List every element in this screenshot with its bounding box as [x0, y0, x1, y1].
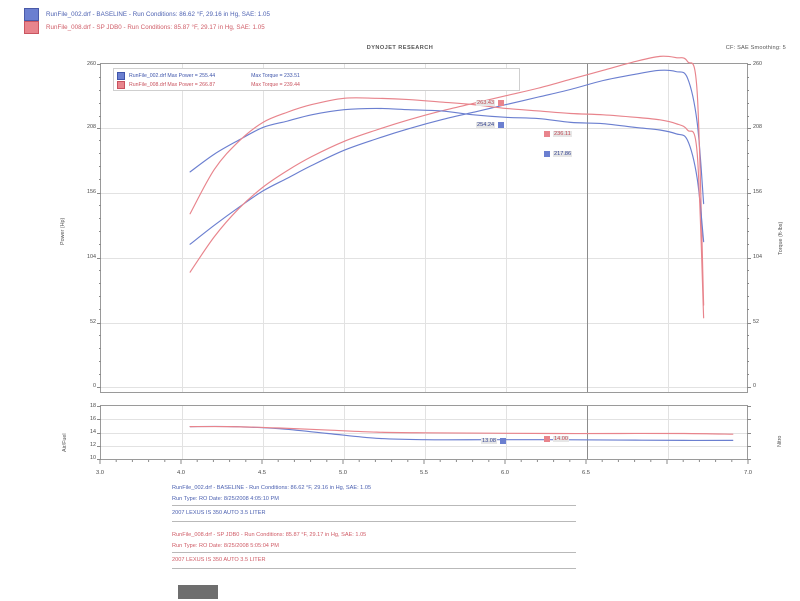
callout-afr-blue: 13.08: [481, 438, 509, 444]
x-tick-label-0: 3.0: [95, 470, 105, 476]
callout-power-red: 263.43: [476, 100, 507, 106]
top-legend-text-1: RunFile_002.drf - BASELINE - Run Conditi…: [46, 11, 271, 18]
callout-afr-red: 14.00: [541, 436, 569, 442]
legend-max-torque-2: Max Torque = 239.44: [251, 81, 300, 88]
top-legend-text-2: RunFile_008.drf - SP JDB0 - Run Conditio…: [46, 24, 265, 31]
plot-legend-row-2: RunFile_008.drf Max Power = 266.87 Max T…: [117, 80, 300, 89]
run1-description-line1: RunFile_002.drf - BASELINE - Run Conditi…: [172, 485, 372, 491]
top-legend-row-2: RunFile_008.drf - SP JDB0 - Run Conditio…: [24, 21, 265, 34]
y-tick-label-right-1: 208: [753, 124, 762, 130]
run1-description-line2: Run Type: RO Date: 8/25/2008 4:05:10 PM: [172, 495, 279, 502]
footer-block: [178, 585, 218, 599]
y-axis-title-right: Torque (ft-lbs): [778, 221, 784, 255]
air-fuel-plot-area: 13.08 14.00: [97, 405, 751, 460]
cursor-line[interactable]: [587, 64, 588, 392]
y-tick-label-right-0: 260: [753, 60, 762, 67]
legend-blue-icon: [117, 71, 125, 80]
red-swatch-icon: [24, 21, 39, 34]
y-tick-label-1: 208: [87, 124, 96, 130]
air-fuel-curves: [189, 425, 734, 441]
run2-description-line2: Run Type: RO Date: 8/25/2008 5:05:04 PM: [172, 542, 279, 549]
footer-bar: [0, 583, 800, 601]
y-tick-label-right-4: 52: [753, 318, 759, 325]
x-tick-label-1: 4.0: [176, 470, 186, 476]
y-axis-title-right-bottom: Nitro: [777, 435, 783, 447]
y-tick-label-0: 260: [87, 60, 96, 67]
legend-run-2: RunFile_008.drf: [129, 81, 166, 88]
x-tick-label-6: 6.5: [581, 470, 591, 476]
main-plot-area: RunFile_002.drf Max Power = 255.44 Max T…: [97, 55, 751, 393]
top-legend-strip: RunFile_002.drf - BASELINE - Run Conditi…: [0, 0, 800, 36]
y-tick-label-right-5: 0: [753, 383, 756, 389]
blue-swatch-icon: [24, 8, 39, 21]
legend-max-torque-1: Max Torque = 233.51: [251, 72, 300, 79]
y-tick-label-5: 0: [93, 383, 96, 389]
y-tick-label-3: 104: [87, 254, 96, 260]
x-tick-label-5: 6.0: [500, 470, 510, 476]
x-tick-label-7: 7.0: [743, 470, 753, 476]
y-tick-label-4: 52: [90, 318, 96, 325]
correction-factor-label: CF: SAE Smoothing: 5: [725, 45, 786, 51]
y-tick-label-2: 156: [87, 189, 96, 195]
legend-max-power-1: Max Power = 255.44: [167, 72, 216, 79]
y-axis-title-left: Power (Hp): [60, 217, 66, 245]
legend-run-1: RunFile_002.drf: [129, 72, 166, 79]
y-tick-label-right-3: 104: [753, 254, 762, 260]
x-tick-label-2: 4.5: [257, 470, 267, 476]
x-tick-label-4: 5.5: [419, 470, 429, 476]
cursor-line-afr[interactable]: [587, 406, 588, 459]
legend-max-power-2: Max Power = 266.87: [167, 81, 216, 88]
x-axis-ticks: [99, 460, 749, 464]
top-legend-row-1: RunFile_002.drf - BASELINE - Run Conditi…: [24, 8, 270, 21]
plot-legend-row-1: RunFile_002.drf Max Power = 255.44 Max T…: [117, 71, 300, 80]
dyno-curves: [189, 55, 705, 319]
y-tick-label-right-2: 156: [753, 189, 762, 195]
y2-tick-label-1: 16: [90, 415, 96, 422]
callout-torque-red: 236.11: [541, 131, 572, 137]
callout-power-blue: 254.24: [476, 122, 507, 128]
y2-tick-label-2: 14: [90, 428, 96, 435]
chart-title: DYNOJET RESEARCH: [366, 45, 434, 51]
y2-tick-label-0: 18: [90, 402, 96, 409]
legend-red-icon: [117, 80, 125, 89]
run2-description-line3: 2007 LEXUS IS 350 AUTO 3.5 LITER: [172, 557, 266, 563]
plot-legend-box: RunFile_002.drf Max Power = 255.44 Max T…: [113, 68, 520, 91]
y2-tick-label-3: 12: [90, 442, 96, 448]
callout-torque-blue: 217.86: [541, 151, 573, 157]
run1-description-line3: 2007 LEXUS IS 350 AUTO 3.5 LITER: [172, 510, 266, 516]
x-tick-label-3: 5.0: [338, 470, 348, 476]
y2-tick-label-4: 10: [90, 455, 96, 461]
run2-description-line1: RunFile_008.drf - SP JDB0 - Run Conditio…: [172, 532, 367, 538]
